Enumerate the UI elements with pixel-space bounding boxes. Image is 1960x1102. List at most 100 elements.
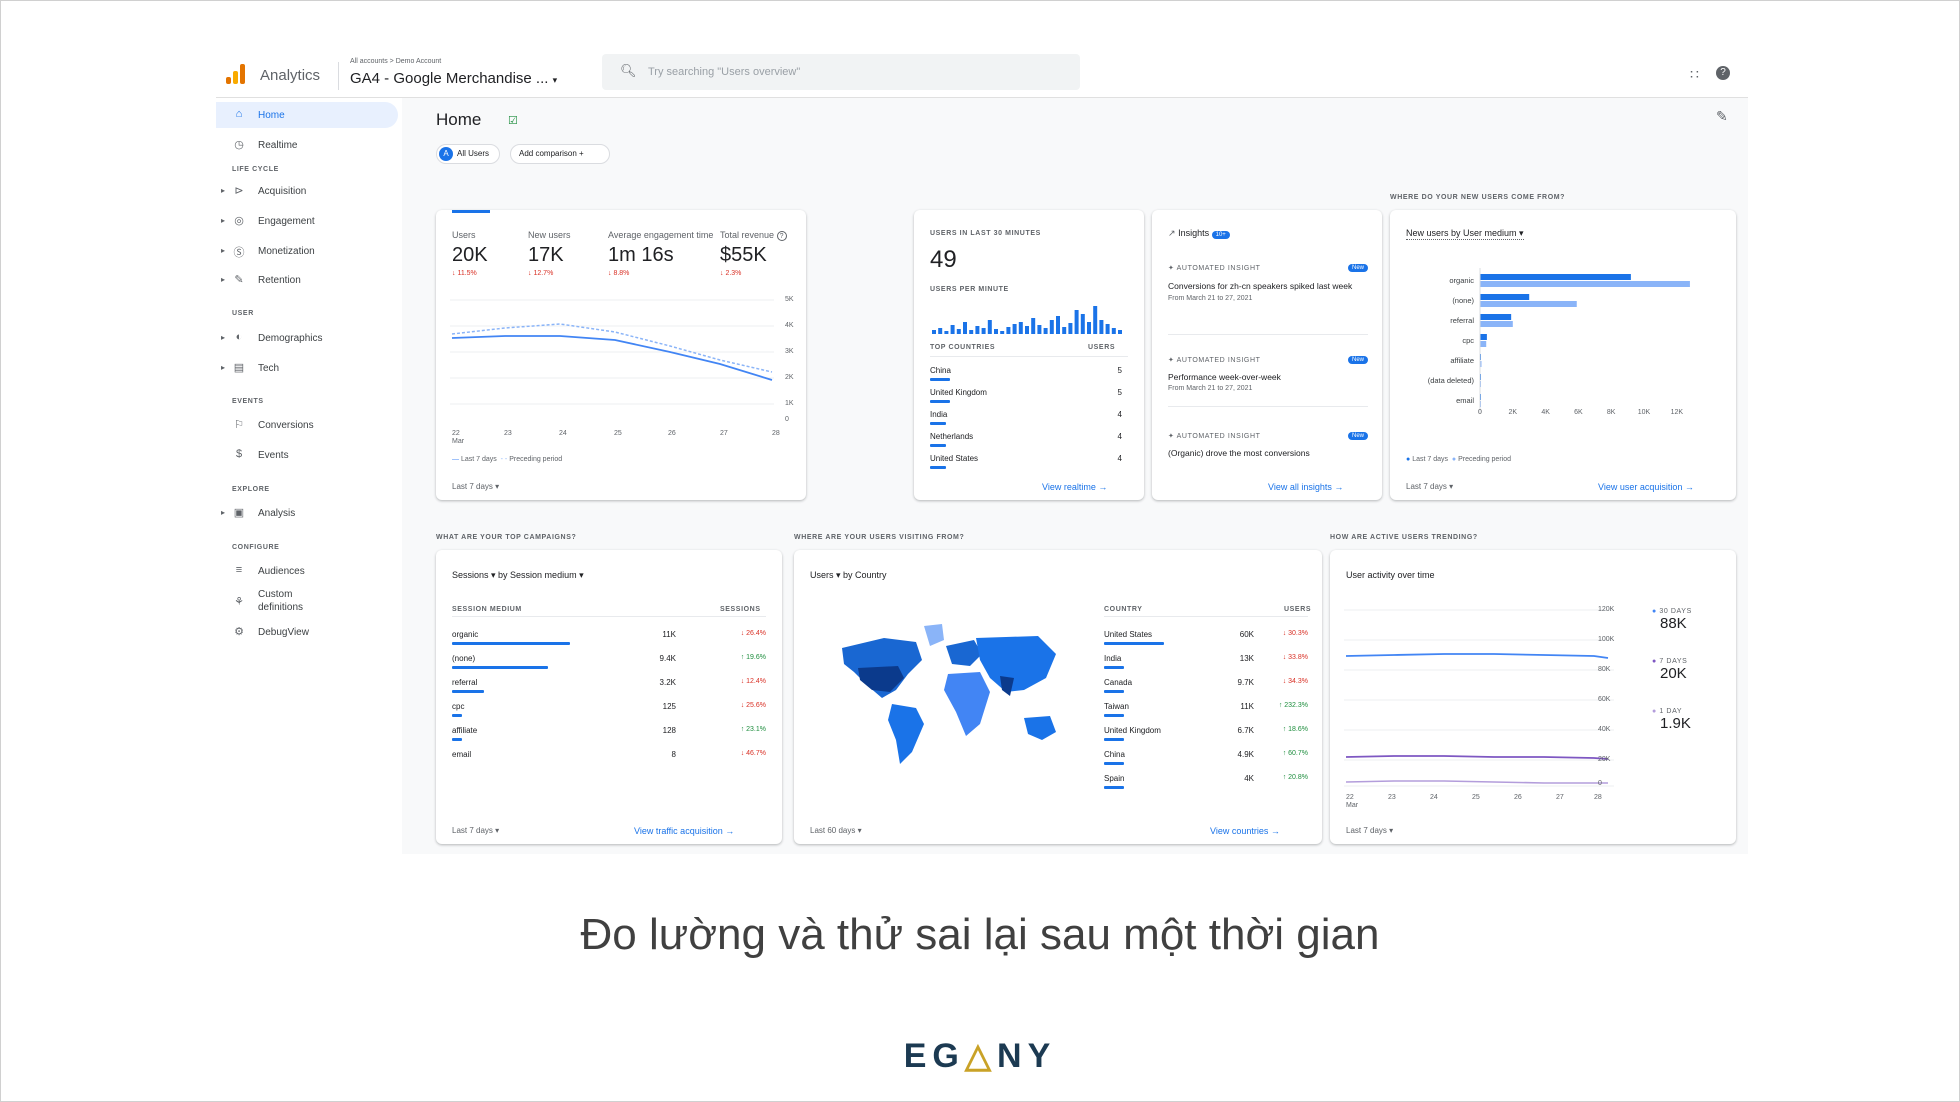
sessions-change: ↑ 23.1% xyxy=(740,726,766,733)
y-tick: 5K xyxy=(785,296,794,303)
country-name: India xyxy=(1104,654,1122,663)
breadcrumb[interactable]: All accounts > Demo Account xyxy=(350,58,442,65)
slide-caption: Đo lường và thử sai lại sau một thời gia… xyxy=(580,910,1380,959)
per-minute-bar xyxy=(1062,327,1067,334)
date-range-dropdown[interactable]: Last 7 days ▾ xyxy=(452,826,499,835)
sidebar-item-debugview[interactable]: ⚙ DebugView xyxy=(216,619,398,645)
edit-icon[interactable]: ✎ xyxy=(1716,108,1728,124)
metric-change: ↓ 2.3% xyxy=(720,270,742,277)
view-user-acquisition-link[interactable]: View user acquisition → xyxy=(1598,482,1694,492)
sidebar-item-demographics[interactable]: ▸ ◐ Demographics xyxy=(216,325,398,351)
arrow-right-icon: → xyxy=(1270,826,1280,836)
realtime-card: USERS IN LAST 30 MINUTES 49 USERS PER MI… xyxy=(914,210,1144,500)
sidebar-item-label: Retention xyxy=(258,275,301,286)
legend-30-days: ● 30 DAYS 88K xyxy=(1652,608,1692,632)
x-tick: 24 xyxy=(559,430,567,437)
col-header-users: USERS xyxy=(1284,606,1312,613)
insight-item[interactable]: ✦ AUTOMATED INSIGHT New (Organic) drove … xyxy=(1168,432,1368,458)
legend-value: 20K xyxy=(1660,665,1687,682)
sidebar-item-label: Home xyxy=(258,110,285,121)
legend-label-text: 7 DAYS xyxy=(1659,658,1688,665)
legend-label: Last 7 days xyxy=(1412,456,1448,463)
view-countries-link[interactable]: View countries → xyxy=(1210,826,1280,836)
link-label: View user acquisition xyxy=(1598,482,1683,492)
per-minute-bar xyxy=(981,328,986,334)
sessions-change: ↓ 12.4% xyxy=(740,678,766,685)
sidebar-item-label: Conversions xyxy=(258,420,314,431)
date-range-dropdown[interactable]: Last 7 days ▾ xyxy=(1406,482,1453,491)
sessions-value: 3.2K xyxy=(659,678,676,687)
insight-tag-label: AUTOMATED INSIGHT xyxy=(1176,265,1261,272)
sidebar-item-label: DebugView xyxy=(258,627,309,638)
x-tick: 4K xyxy=(1541,409,1550,416)
metric-label[interactable]: Average engagement time xyxy=(608,230,714,240)
sidebar-item-tech[interactable]: ▸ ▤ Tech xyxy=(216,355,398,381)
insight-item[interactable]: ✦ AUTOMATED INSIGHT New Conversions for … xyxy=(1168,264,1368,302)
view-realtime-link[interactable]: View realtime → xyxy=(1042,482,1107,492)
dimension-dropdown[interactable]: Sessions ▾ by Session medium ▾ xyxy=(452,570,584,580)
sidebar-item-acquisition[interactable]: ▸ ⊳ Acquisition xyxy=(216,178,398,204)
y-tick: 100K xyxy=(1598,636,1615,643)
metric-value: $55K xyxy=(720,244,767,266)
overview-line-chart xyxy=(450,299,774,405)
x-tick: 0 xyxy=(1478,409,1482,416)
help-icon[interactable]: ? xyxy=(776,231,787,241)
sidebar-item-engagement[interactable]: ▸ ◎ Engagement xyxy=(216,208,398,234)
country-name: Spain xyxy=(1104,774,1125,783)
sidebar-item-monetization[interactable]: ▸ Ⓢ Monetization xyxy=(216,238,398,264)
help-icon[interactable]: ? xyxy=(1716,66,1730,80)
row-bar xyxy=(930,466,946,469)
sidebar-item-home[interactable]: ⌂ Home xyxy=(216,102,398,128)
sidebar-item-retention[interactable]: ▸ ✎ Retention xyxy=(216,267,398,293)
search-input[interactable]: 🔍︎ Try searching "Users overview" xyxy=(602,54,1080,90)
sidebar-item-conversions[interactable]: ⚐ Conversions xyxy=(216,412,398,438)
apps-grid-icon[interactable]: ∷ xyxy=(1690,66,1699,82)
sidebar-item-realtime[interactable]: ◷ Realtime xyxy=(216,132,398,158)
sidebar-item-label: Custom definitions xyxy=(258,589,304,613)
metric-label[interactable]: Total revenue ? xyxy=(720,230,787,241)
map-greenland xyxy=(924,624,944,646)
row-bar xyxy=(1104,762,1124,765)
y-tick: 3K xyxy=(785,348,794,355)
sidebar-item-label: Engagement xyxy=(258,216,315,227)
metric-change: ↓ 12.7% xyxy=(528,270,554,277)
medium-name: organic xyxy=(452,630,479,639)
insights-title: Insights xyxy=(1178,228,1210,238)
property-selector[interactable]: GA4 - Google Merchandise ... ▾ xyxy=(350,70,557,87)
row-bar xyxy=(1104,786,1124,789)
insight-tag-label: AUTOMATED INSIGHT xyxy=(1176,433,1261,440)
metric-label[interactable]: New users xyxy=(528,230,571,240)
date-range-dropdown[interactable]: Last 7 days ▾ xyxy=(452,482,499,491)
category-label: (none) xyxy=(1452,296,1474,305)
date-range-dropdown[interactable]: Last 7 days ▾ xyxy=(1346,826,1393,835)
engagement-icon: ◎ xyxy=(234,215,244,227)
chevron-down-icon: ▾ xyxy=(1389,826,1394,835)
date-range-dropdown[interactable]: Last 60 days ▾ xyxy=(810,826,862,835)
users-change: ↓ 34.3% xyxy=(1282,678,1308,685)
add-comparison-button[interactable]: Add comparison + xyxy=(510,144,610,164)
new-badge: New xyxy=(1347,356,1368,364)
sidebar-item-custom-definitions[interactable]: ⚘ Custom definitions xyxy=(216,586,398,616)
property-name: GA4 - Google Merchandise ... xyxy=(350,70,549,87)
sparkle-icon: ✦ xyxy=(1168,265,1175,272)
country-name: China xyxy=(1104,750,1125,759)
sidebar-item-analysis[interactable]: ▸ ▣ Analysis xyxy=(216,500,398,526)
metric-dropdown[interactable]: New users by User medium ▾ xyxy=(1406,228,1524,240)
sidebar-item-events[interactable]: $ Events xyxy=(216,442,398,468)
sessions-value: 8 xyxy=(671,750,676,759)
view-traffic-acquisition-link[interactable]: View traffic acquisition → xyxy=(634,826,734,836)
series-last-7-days xyxy=(451,335,773,381)
x-tick: 27 xyxy=(720,430,728,437)
debug-icon: ⚙ xyxy=(234,626,244,638)
legend-label: ● 1 DAY xyxy=(1652,708,1691,715)
sidebar-item-audiences[interactable]: ≡ Audiences xyxy=(216,558,398,584)
sidebar-item-label: Monetization xyxy=(258,246,315,257)
insight-item[interactable]: ✦ AUTOMATED INSIGHT New Performance week… xyxy=(1168,356,1368,392)
view-all-insights-link[interactable]: View all insights → xyxy=(1268,482,1343,492)
segment-avatar-icon: A xyxy=(439,147,453,161)
y-tick: 60K xyxy=(1598,696,1611,703)
chip-all-users[interactable]: A All Users xyxy=(436,144,500,164)
dimension-dropdown[interactable]: Users ▾ by Country xyxy=(810,570,887,580)
section-configure: CONFIGURE xyxy=(232,544,280,551)
metric-label[interactable]: Users xyxy=(452,230,476,240)
